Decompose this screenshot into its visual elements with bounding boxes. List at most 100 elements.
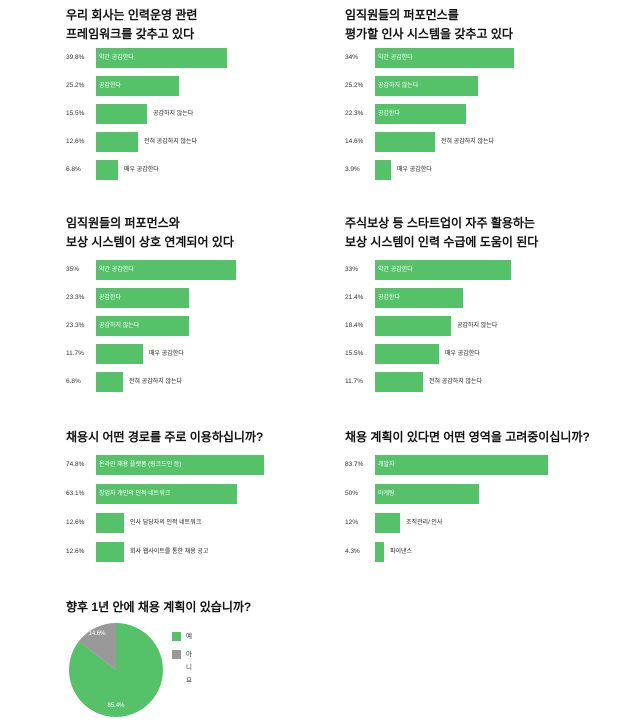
chart-performance-reward: 임직원들의 퍼포먼스와 보상 시스템이 상호 연계되어 있다 35% 약간 공감한… <box>66 214 326 394</box>
value-label: 12% <box>345 519 359 526</box>
bar-row: 4.3% 파이낸스 <box>345 542 625 562</box>
bar-area: 83.7% 개발자 50% 마케팅 12% 조직관리/ 인사 4.3% 파이낸스 <box>345 455 625 565</box>
chart-title-line-2: 프레임워크를 갖추고 있다 <box>66 27 195 41</box>
bar-row: 34% 약간 공감한다 <box>345 48 625 68</box>
bar-row: 25.2% 공감한다 <box>66 76 326 96</box>
bar-row: 39.8% 약간 공감한다 <box>66 48 326 68</box>
value-label: 12.6% <box>66 519 85 526</box>
category-label: 전혀 공감하지 않는다 <box>144 139 198 145</box>
category-label: 약간 공감한다 <box>99 55 134 61</box>
bar <box>375 104 466 124</box>
value-label: 12.6% <box>66 138 85 145</box>
category-label: 매우 공감한다 <box>124 167 159 173</box>
chart-title: 임직원들의 퍼포먼스와 보상 시스템이 상호 연계되어 있다 <box>66 214 326 252</box>
bar-row: 35% 약간 공감한다 <box>66 260 326 280</box>
value-label: 33% <box>345 266 359 273</box>
value-label: 50% <box>345 490 359 497</box>
value-label: 12.6% <box>66 548 85 555</box>
value-label: 23.3% <box>66 294 85 301</box>
category-label: 전혀 공감하지 않는다 <box>429 379 483 385</box>
value-label: 18.4% <box>345 322 364 329</box>
chart-title-line-1: 우리 회사는 인력운영 관련 <box>66 8 198 22</box>
chart-framework: 우리 회사는 인력운영 관련 프레임워크를 갖추고 있다 39.8% 약간 공감한… <box>66 6 326 186</box>
legend-swatch-no <box>172 650 181 659</box>
bar <box>375 372 423 392</box>
value-label: 23.3% <box>66 322 85 329</box>
category-label: 온라인 채용 플랫폼 (링크드인 등) <box>99 462 182 468</box>
bar <box>375 344 439 364</box>
chart-title-line-1: 채용 계획이 있다면 어떤 영역을 고려중이십니까? <box>345 430 590 444</box>
bar <box>375 260 511 280</box>
bar-row: 21.4% 공감한다 <box>345 288 625 308</box>
bar-row: 3.9% 매우 공감한다 <box>345 160 625 180</box>
bar <box>96 344 143 364</box>
chart-title: 우리 회사는 인력운영 관련 프레임워크를 갖추고 있다 <box>66 6 326 44</box>
bar-row: 63.1% 창업자 개인의 인적 네트워크 <box>66 484 336 504</box>
bar-row: 33% 약간 공감한다 <box>345 260 625 280</box>
bar <box>96 260 236 280</box>
chart-title-line-2: 보상 시스템이 상호 연계되어 있다 <box>66 235 234 249</box>
chart-performance-evaluation: 임직원들의 퍼포먼스를 평가할 인사 시스템을 갖추고 있다 34% 약간 공감한… <box>345 6 625 186</box>
pie-slice-no <box>78 623 116 670</box>
value-label: 11.7% <box>345 378 363 385</box>
chart-hiring-areas: 채용 계획이 있다면 어떤 영역을 고려중이십니까? 83.7% 개발자 50% 마케… <box>345 428 630 562</box>
bar <box>96 542 124 562</box>
category-label: 인사 담당자의 인적 네트워크 <box>130 520 202 526</box>
value-label: 25.2% <box>66 82 85 89</box>
category-label: 개발자 <box>378 462 395 468</box>
bar-row: 14.6% 전혀 공감하지 않는다 <box>345 132 625 152</box>
bar-area: 35% 약간 공감한다 23.3% 공감한다 23.3% 공감하지 않는다 11.7% 매우 … <box>66 260 326 400</box>
chart-title: 임직원들의 퍼포먼스를 평가할 인사 시스템을 갖추고 있다 <box>345 6 625 44</box>
bar <box>375 76 478 96</box>
bar <box>375 513 400 533</box>
bar <box>375 484 479 504</box>
category-label: 매우 공감한다 <box>149 351 184 357</box>
legend-label-no: 아니요 <box>186 651 192 684</box>
bar-row: 25.2% 공감하지 않는다 <box>345 76 625 96</box>
category-label: 공감하지 않는다 <box>153 111 194 117</box>
bar-row: 12.6% 전혀 공감하지 않는다 <box>66 132 326 152</box>
value-label: 11.7% <box>66 350 84 357</box>
category-label: 공감한다 <box>99 83 122 89</box>
category-label: 회사 웹사이트를 통한 채용 공고 <box>130 549 209 555</box>
value-label: 83.7% <box>345 461 364 468</box>
value-label: 15.5% <box>345 350 364 357</box>
bar-row: 15.5% 공감하지 않는다 <box>66 104 326 124</box>
bar-row: 12% 조직관리/ 인사 <box>345 513 625 533</box>
chart-hiring-channels: 채용시 어떤 경로를 주로 이용하십니까? 74.8% 온라인 채용 플랫폼 (링… <box>66 428 336 562</box>
bar-row: 22.3% 공감한다 <box>345 104 625 124</box>
category-label: 창업자 개인의 인적 네트워크 <box>99 491 171 497</box>
category-label: 약간 공감한다 <box>99 267 134 273</box>
value-label: 74.8% <box>66 461 85 468</box>
bar-row: 12.6% 인사 담당자의 인적 네트워크 <box>66 513 336 533</box>
value-label: 22.3% <box>345 110 364 117</box>
category-label: 약간 공감한다 <box>378 55 413 61</box>
value-label: 14.6% <box>345 138 364 145</box>
bar <box>375 542 384 562</box>
category-label: 공감한다 <box>378 295 401 301</box>
pie-label-no: 14.6% <box>88 631 106 637</box>
value-label: 21.4% <box>345 294 364 301</box>
bar-row: 83.7% 개발자 <box>345 455 625 475</box>
bar <box>375 316 451 336</box>
bar-row: 74.8% 온라인 채용 플랫폼 (링크드인 등) <box>66 455 336 475</box>
chart-hiring-plan: 향후 1년 안에 채용 계획이 있습니까? 85.4% 14.6% 예 아니요 <box>66 598 626 722</box>
category-label: 전혀 공감하지 않는다 <box>441 139 495 145</box>
bar <box>96 48 227 68</box>
chart-title: 채용시 어떤 경로를 주로 이용하십니까? <box>66 428 336 447</box>
chart-title-line-2: 보상 시스템이 인력 수급에 도움이 된다 <box>345 235 539 249</box>
bar-area: 39.8% 약간 공감한다 25.2% 공감한다 15.5% 공감하지 않는다 12.6% 전… <box>66 48 326 188</box>
bar-row: 12.6% 회사 웹사이트를 통한 채용 공고 <box>66 542 336 562</box>
chart-title-line-2: 평가할 인사 시스템을 갖추고 있다 <box>345 27 513 41</box>
bar <box>96 288 189 308</box>
chart-title: 채용 계획이 있다면 어떤 영역을 고려중이십니까? <box>345 428 630 447</box>
category-label: 조직관리/ 인사 <box>406 520 443 526</box>
bar-row: 15.5% 매우 공감한다 <box>345 344 625 364</box>
bar <box>375 48 514 68</box>
chart-title: 향후 1년 안에 채용 계획이 있습니까? <box>66 598 626 617</box>
category-label: 파이낸스 <box>390 549 413 555</box>
value-label: 6.8% <box>66 378 81 385</box>
bar <box>96 160 118 180</box>
bar-row: 6.8% 매우 공감한다 <box>66 160 326 180</box>
category-label: 공감한다 <box>378 111 401 117</box>
